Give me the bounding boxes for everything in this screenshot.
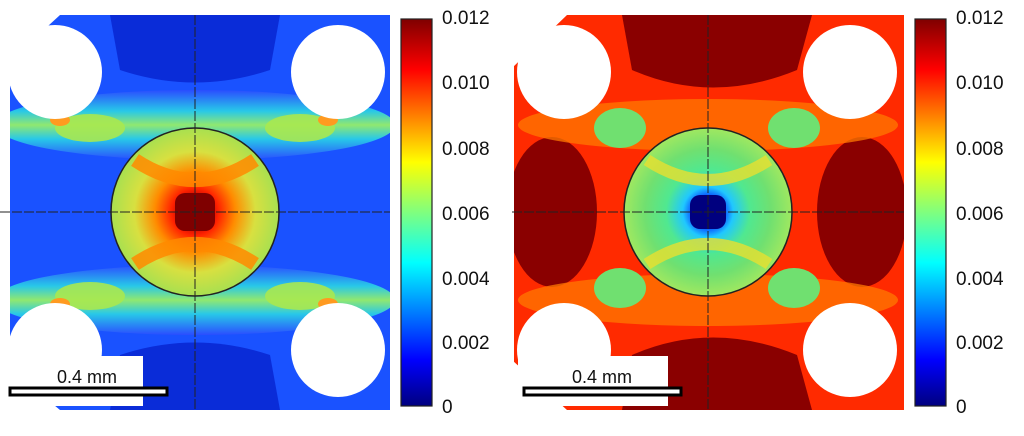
left-colorbar-tick: 0.006: [442, 204, 490, 225]
right-colorbar-tick: 0.008: [956, 139, 1004, 160]
right-colorbar: [914, 18, 948, 408]
left-colorbar-tick: 0.002: [442, 333, 490, 354]
right-hole-top-left: [517, 25, 611, 119]
right-colorbar-tick: 0.002: [956, 333, 1004, 354]
left-colorbar: [400, 18, 434, 408]
left-colorbar-tick: 0.010: [442, 73, 490, 94]
right-scale-bar-box: [518, 356, 668, 406]
left-colorbar-tick: 0.004: [442, 269, 490, 290]
left-field-panel: 0.4 mm: [0, 0, 400, 431]
left-scale-bar-box: [5, 356, 143, 406]
right-colorbar-tick: 0.004: [956, 269, 1004, 290]
left-hole-top-right: [291, 25, 385, 119]
left-hole-bottom-right: [291, 303, 385, 397]
right-hole-top-right: [803, 25, 897, 119]
left-scale-bar: [8, 386, 169, 397]
left-colorbar-tick: 0.008: [442, 139, 490, 160]
right-hole-bottom-right: [803, 303, 897, 397]
right-colorbar-tick: 0: [956, 397, 967, 418]
right-colorbar-tick: 0.006: [956, 204, 1004, 225]
right-colorbar-tick: 0.010: [956, 73, 1004, 94]
right-field-panel: 0.4 mm: [512, 0, 912, 431]
right-field-plot: [512, 0, 912, 431]
left-colorbar-tick: 0.012: [442, 8, 490, 29]
left-colorbar-tick: 0: [442, 397, 453, 418]
right-colorbar-tick: 0.012: [956, 8, 1004, 29]
left-scale-bar-label: 0.4 mm: [57, 367, 118, 387]
right-scale-bar-label: 0.4 mm: [572, 367, 633, 387]
left-field-plot: [0, 0, 400, 431]
left-hole-top-left: [8, 25, 102, 119]
right-scale-bar: [522, 386, 683, 397]
